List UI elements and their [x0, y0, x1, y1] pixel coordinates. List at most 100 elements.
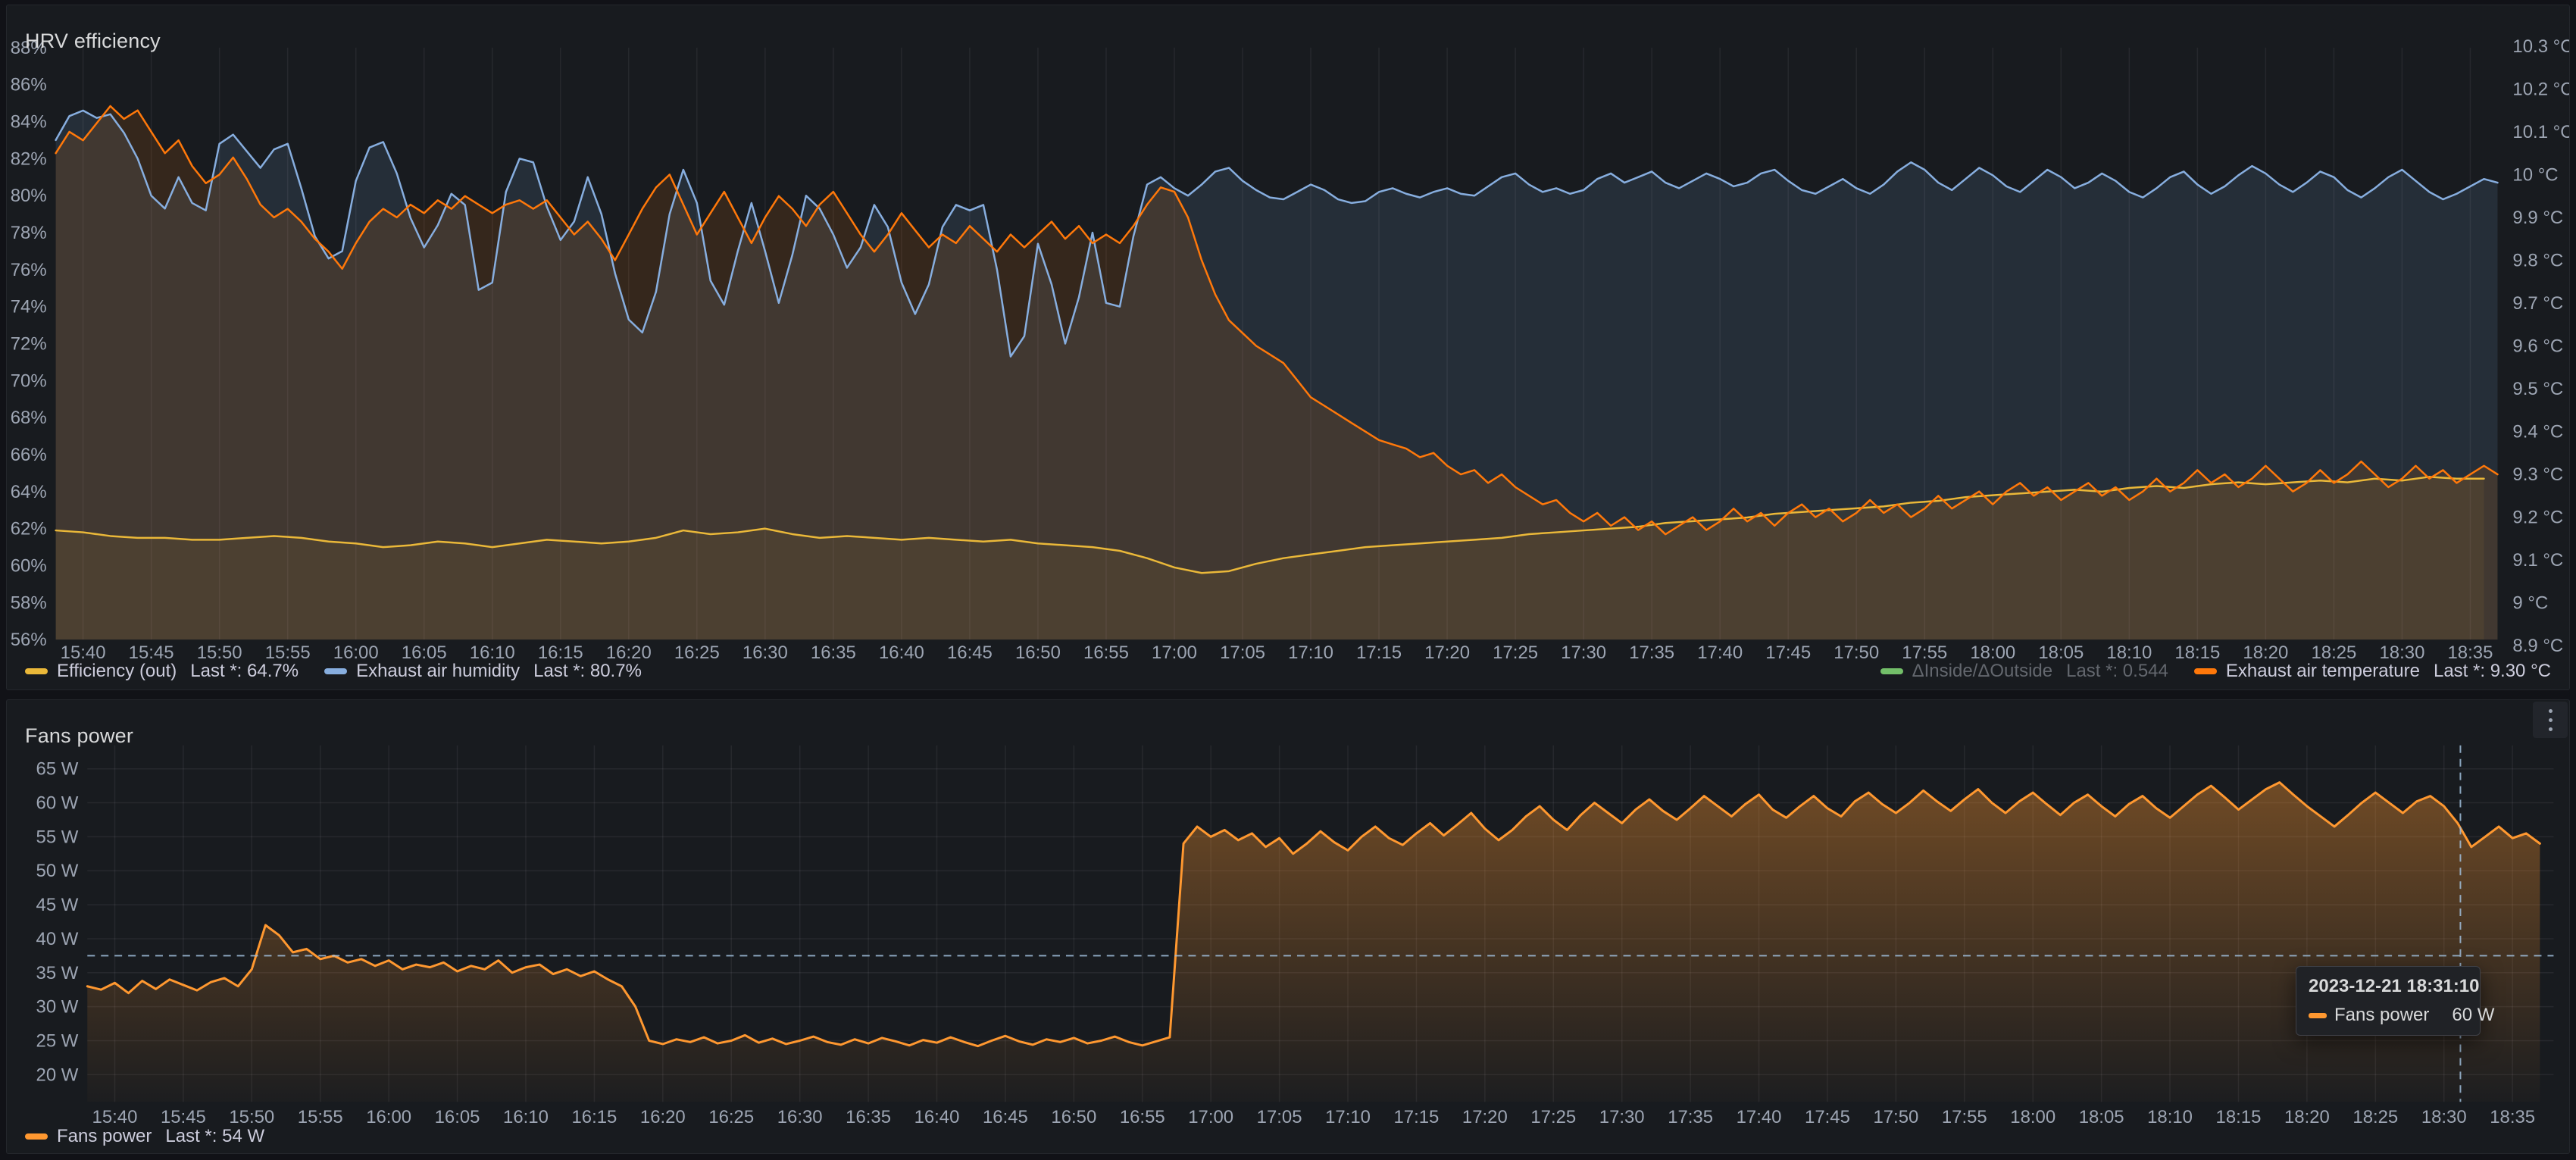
y-tick-label: 56% — [11, 630, 47, 650]
y-tick-label: 84% — [11, 112, 47, 133]
x-tick-label: 15:40 — [61, 643, 106, 663]
x-tick-label: 16:20 — [640, 1107, 686, 1127]
x-tick-label: 17:20 — [1462, 1107, 1508, 1127]
y-tick-label: 20 W — [36, 1065, 79, 1085]
legend-swatch — [324, 668, 348, 674]
x-tick-label: 18:20 — [2284, 1107, 2330, 1127]
tooltip-series-swatch — [2309, 1012, 2327, 1018]
panel-hrv-efficiency: HRV efficiency 15:40 15:45 15:50 15:55 16:00… — [6, 5, 2570, 690]
x-tick-label: 16:05 — [402, 643, 447, 663]
y-tick-label: 68% — [11, 408, 47, 428]
x-tick-label: 17:05 — [1257, 1107, 1302, 1127]
y-tick-label: 30 W — [36, 997, 79, 1018]
y-tick-label: 62% — [11, 519, 47, 539]
legend-series-value: Last *: 54 W — [165, 1126, 265, 1146]
y-tick-label: 9.4 °C — [2512, 422, 2563, 442]
x-tick-label: 17:15 — [1394, 1107, 1440, 1127]
y-tick-label: 74% — [11, 297, 47, 317]
x-tick-label: 15:45 — [129, 643, 174, 663]
x-tick-label: 16:05 — [435, 1107, 480, 1127]
kebab-dot — [2548, 727, 2553, 731]
y-tick-label: 9.1 °C — [2512, 550, 2563, 571]
legend-series-value: Last *: 80.7% — [533, 661, 642, 681]
y-tick-label: 76% — [11, 260, 47, 280]
panel-fans-power: Fans power 15:40 15:45 15:50 15:55 16:00 16:0… — [6, 699, 2570, 1154]
x-tick-label: 16:25 — [674, 643, 720, 663]
hrv-efficiency-chart[interactable]: 15:40 15:45 15:50 15:55 16:00 16:05 16:10 16:15… — [7, 5, 2569, 689]
x-tick-label: 17:20 — [1424, 643, 1470, 663]
x-tick-label: 16:10 — [503, 1107, 549, 1127]
x-tick-label: 18:20 — [2243, 643, 2288, 663]
y-tick-label: 82% — [11, 149, 47, 169]
x-tick-label: 17:15 — [1356, 643, 1402, 663]
x-tick-label: 18:00 — [1970, 643, 2015, 663]
x-tick-label: 17:45 — [1765, 643, 1811, 663]
fans-power-chart[interactable]: 15:40 15:45 15:50 15:55 16:00 16:05 16:10 16:15… — [7, 700, 2569, 1153]
x-tick-label: 17:25 — [1493, 643, 1538, 663]
x-tick-label: 18:25 — [2352, 1107, 2398, 1127]
x-tick-label: 17:50 — [1834, 643, 1879, 663]
y-tick-label: 70% — [11, 371, 47, 391]
x-tick-label: 17:35 — [1668, 1107, 1713, 1127]
x-tick-label: 16:25 — [708, 1107, 754, 1127]
legend-series-name: Efficiency (out) — [57, 661, 177, 681]
x-tick-label: 16:55 — [1083, 643, 1129, 663]
legend-item[interactable]: Exhaust air temperature Last *: 9.30 °C — [2193, 661, 2551, 682]
y-tick-label: 45 W — [36, 895, 79, 915]
series-line-exhaust-air-humidity — [55, 109, 2499, 358]
legend-series-value: Last *: 9.30 °C — [2433, 661, 2551, 681]
y-tick-label: 10 °C — [2512, 164, 2558, 185]
x-tick-label: 16:00 — [333, 643, 379, 663]
x-tick-label: 16:40 — [879, 643, 924, 663]
legend-series-name: ΔInside/ΔOutside — [1912, 661, 2053, 681]
x-tick-label: 17:10 — [1325, 1107, 1371, 1127]
x-tick-label: 16:45 — [983, 1107, 1028, 1127]
x-tick-label: 17:25 — [1530, 1107, 1576, 1127]
panel-title[interactable]: HRV efficiency — [25, 30, 161, 53]
y-tick-label: 10.3 °C — [2512, 36, 2569, 57]
x-tick-label: 18:15 — [2216, 1107, 2262, 1127]
x-tick-label: 17:50 — [1873, 1107, 1918, 1127]
legend-series-name: Fans power — [57, 1126, 152, 1146]
tooltip-series-row: Fans power 60 W — [2309, 1005, 2494, 1026]
kebab-dot — [2548, 708, 2553, 713]
legend-left-group: Fans power Last *: 54 W — [25, 1126, 264, 1147]
y-tick-label: 10.2 °C — [2512, 79, 2569, 99]
x-tick-label: 18:25 — [2311, 643, 2356, 663]
x-tick-label: 17:30 — [1599, 1107, 1645, 1127]
y-tick-label: 60% — [11, 555, 47, 576]
x-tick-label: 16:15 — [538, 643, 583, 663]
legend-item[interactable]: ΔInside/ΔOutside Last *: 0.544 — [1880, 661, 2168, 682]
x-tick-label: 17:45 — [1805, 1107, 1850, 1127]
x-tick-label: 16:10 — [470, 643, 515, 663]
series-line-efficiency-out- — [55, 476, 2485, 574]
y-tick-label: 9.5 °C — [2512, 379, 2563, 399]
tooltip-series-value: 60 W — [2452, 1005, 2495, 1025]
legend-swatch — [25, 1133, 48, 1140]
series-line-fans-power — [86, 781, 2541, 1048]
x-tick-label: 18:10 — [2147, 1107, 2193, 1127]
x-tick-label: 17:30 — [1561, 643, 1606, 663]
kebab-menu-icon[interactable] — [2533, 702, 2568, 738]
x-tick-label: 16:45 — [947, 643, 993, 663]
x-tick-label: 18:05 — [2079, 1107, 2124, 1127]
hrv-legend: Efficiency (out) Last *: 64.7% Exhaust air… — [25, 661, 2551, 682]
y-tick-label: 64% — [11, 482, 47, 502]
legend-swatch — [25, 668, 48, 674]
series-line-exhaust-air-temperature — [55, 105, 2499, 536]
x-tick-label: 16:15 — [571, 1107, 617, 1127]
panel-title[interactable]: Fans power — [25, 724, 134, 748]
y-tick-label: 8.9 °C — [2512, 636, 2563, 656]
x-tick-label: 17:00 — [1152, 643, 1197, 663]
x-tick-label: 17:55 — [1902, 643, 1947, 663]
legend-item[interactable]: Efficiency (out) Last *: 64.7% — [25, 661, 299, 682]
x-tick-label: 16:50 — [1015, 643, 1061, 663]
legend-item[interactable]: Fans power Last *: 54 W — [25, 1126, 264, 1147]
y-tick-label: 9 °C — [2512, 593, 2548, 614]
chart-tooltip: 2023-12-21 18:31:10 Fans power 60 W — [2296, 966, 2494, 1036]
x-tick-label: 15:45 — [161, 1107, 206, 1127]
y-tick-label: 50 W — [36, 861, 79, 881]
x-tick-label: 16:40 — [914, 1107, 960, 1127]
legend-item[interactable]: Exhaust air humidity Last *: 80.7% — [324, 661, 642, 682]
y-tick-label: 60 W — [36, 793, 79, 814]
